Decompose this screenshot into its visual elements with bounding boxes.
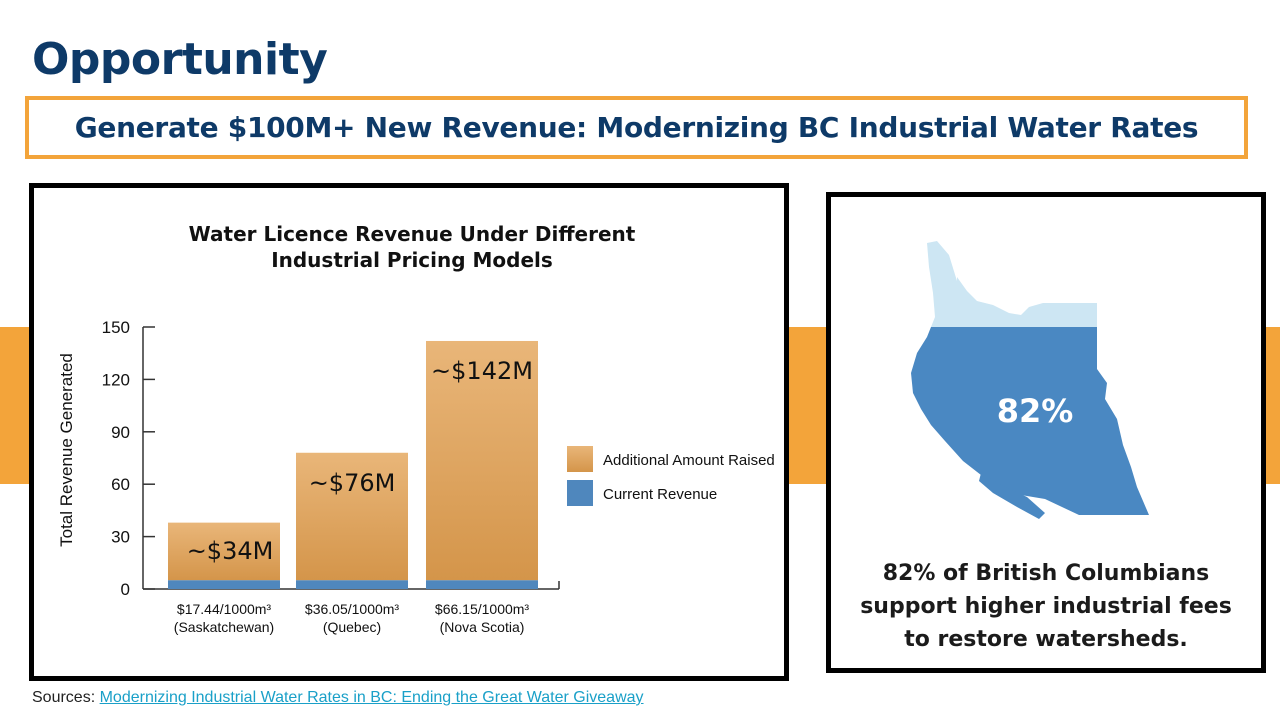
map-caption-line-3: to restore watersheds. xyxy=(904,627,1188,652)
bar-current-1 xyxy=(168,580,280,589)
bar-data-label-2: ~$76M xyxy=(309,469,396,497)
sources-label: Sources: xyxy=(32,689,96,706)
x-tick-label-price: $66.15/1000m³ xyxy=(435,601,530,617)
y-tick-label: 30 xyxy=(111,528,130,547)
chart-title-line-1: Water Licence Revenue Under Different xyxy=(189,222,636,246)
map-card: 82% 82% of British Columbians support hi… xyxy=(826,192,1266,673)
bar-current-2 xyxy=(296,580,408,589)
legend-label: Current Revenue xyxy=(603,486,717,503)
map-percent-label: 82% xyxy=(997,392,1074,430)
map-unsupported-region xyxy=(911,241,1149,327)
map-caption-line-1: 82% of British Columbians xyxy=(882,561,1210,586)
y-tick-label: 150 xyxy=(102,318,130,337)
chart-card: Water Licence Revenue Under Different In… xyxy=(29,183,789,681)
sources-line: Sources: Modernizing Industrial Water Ra… xyxy=(32,689,644,707)
bc-map: 82% xyxy=(911,241,1149,519)
bar-additional-1 xyxy=(168,522,280,581)
map-caption-line-2: support higher industrial fees xyxy=(860,594,1232,619)
island-vancouver xyxy=(979,473,1045,519)
y-tick-label: 120 xyxy=(102,370,130,389)
x-tick-label-province: (Saskatchewan) xyxy=(174,619,274,635)
bar-additional-2 xyxy=(296,452,408,581)
bar-current-3 xyxy=(426,580,538,589)
revenue-chart: Water Licence Revenue Under Different In… xyxy=(57,222,775,635)
legend-swatch xyxy=(567,446,593,472)
chart-title-line-2: Industrial Pricing Models xyxy=(271,248,553,272)
subtitle: Generate $100M+ New Revenue: Modernizing… xyxy=(74,111,1199,144)
y-tick-label: 0 xyxy=(121,580,130,599)
x-tick-labels: $17.44/1000m³ (Saskatchewan) $36.05/1000m³… xyxy=(174,601,530,635)
legend-swatch xyxy=(567,480,593,506)
x-tick-label-price: $36.05/1000m³ xyxy=(305,601,400,617)
x-tick-label-price: $17.44/1000m³ xyxy=(177,601,272,617)
x-tick-label-province: (Quebec) xyxy=(323,619,381,635)
legend-label: Additional Amount Raised xyxy=(603,452,775,469)
bar-data-label-3: ~$142M xyxy=(431,357,533,385)
bc-province-shape xyxy=(911,241,1149,515)
y-axis-label: Total Revenue Generated xyxy=(57,353,76,547)
bars: ~$34M ~$76M ~$142M xyxy=(168,340,538,589)
subtitle-box: Generate $100M+ New Revenue: Modernizing… xyxy=(25,96,1248,159)
legend: Additional Amount Raised Current Revenue xyxy=(567,446,775,506)
bar-data-label-1: ~$34M xyxy=(187,537,274,565)
y-tick-label: 60 xyxy=(111,475,130,494)
page-title: Opportunity xyxy=(32,34,328,85)
y-tick-label: 90 xyxy=(111,423,130,442)
x-tick-label-province: (Nova Scotia) xyxy=(440,619,525,635)
island-haida-gwaii xyxy=(935,369,945,393)
bar-additional-3 xyxy=(426,340,538,581)
sources-link[interactable]: Modernizing Industrial Water Rates in BC… xyxy=(99,689,644,706)
map-caption: 82% of British Columbians support higher… xyxy=(831,557,1261,656)
